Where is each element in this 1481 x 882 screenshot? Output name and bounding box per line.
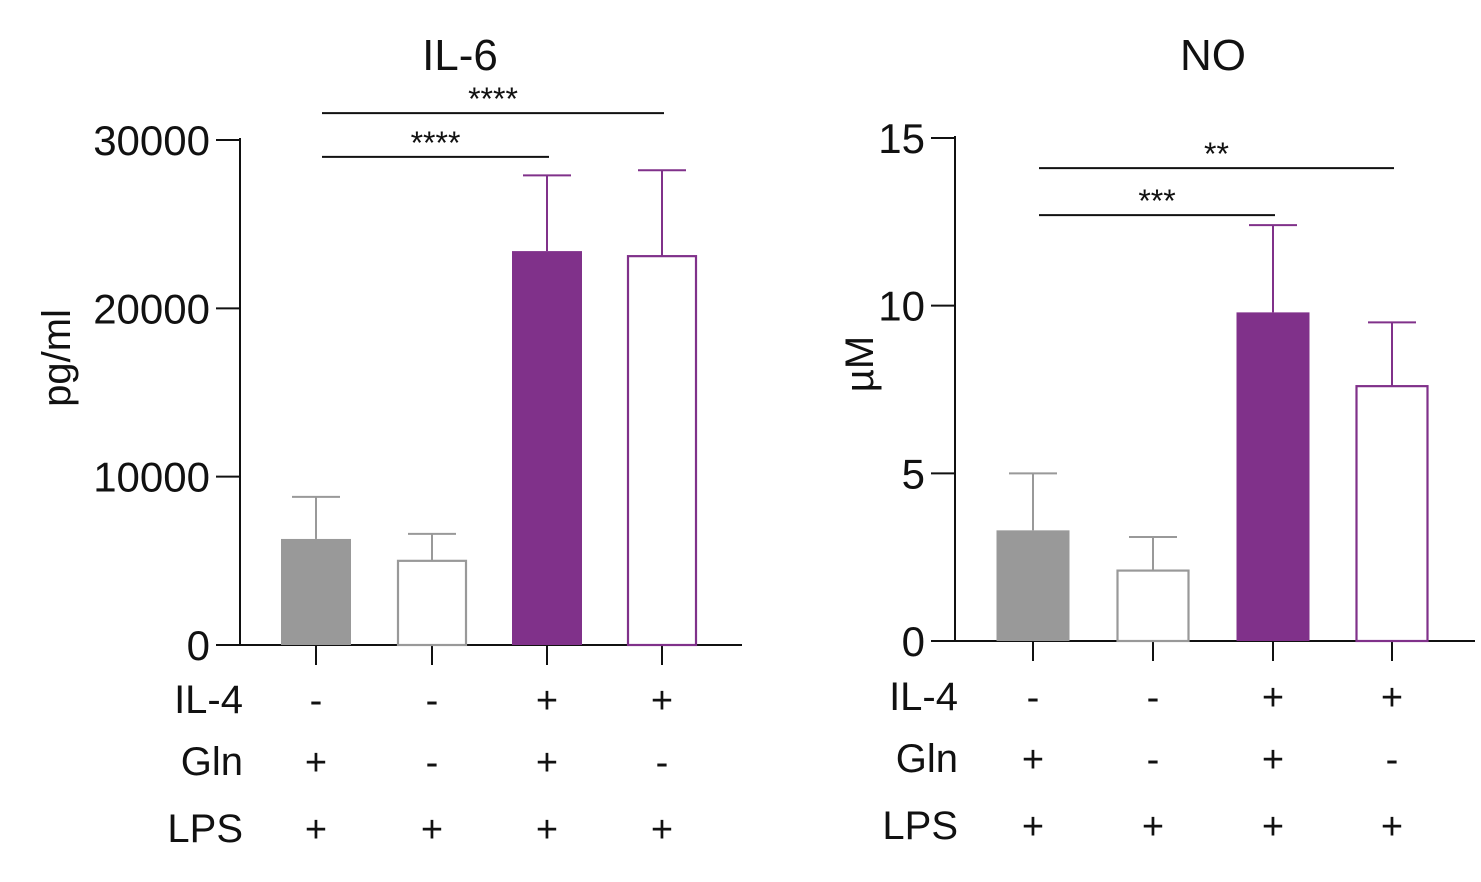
- y-axis-label: pg/ml: [35, 309, 79, 407]
- bar: [1355, 385, 1429, 643]
- condition-marker: -: [1386, 739, 1399, 781]
- condition-marker: -: [1147, 739, 1160, 781]
- bar: [1116, 569, 1190, 643]
- condition-marker: -: [426, 742, 439, 784]
- significance-label: ****: [468, 81, 518, 117]
- y-tick-label: 20000: [93, 285, 210, 332]
- condition-marker: +: [536, 680, 558, 722]
- condition-marker: +: [536, 809, 558, 851]
- condition-marker: -: [426, 680, 439, 722]
- il6-panel: IL-6 pg/ml 0 10000 20000 30000 ******** IL-4 - - +…: [35, 31, 742, 851]
- bar: [1236, 312, 1310, 641]
- condition-label: IL-4: [889, 675, 958, 719]
- condition-label: LPS: [882, 804, 958, 848]
- condition-marker: +: [1262, 677, 1284, 719]
- significance-label: ****: [411, 125, 461, 161]
- bar: [626, 255, 698, 647]
- y-tick-label: 10000: [93, 454, 210, 501]
- condition-marker: +: [1381, 806, 1403, 848]
- condition-label: Gln: [181, 740, 243, 784]
- y-tick-label: 10: [878, 283, 925, 330]
- condition-marker: +: [651, 680, 673, 722]
- condition-label: IL-4: [174, 678, 243, 722]
- condition-marker: +: [651, 809, 673, 851]
- condition-marker: +: [1381, 677, 1403, 719]
- condition-marker: +: [1022, 739, 1044, 781]
- condition-marker: -: [310, 680, 323, 722]
- condition-marker: +: [1022, 806, 1044, 848]
- y-axis-label: µM: [838, 336, 882, 392]
- y-tick-label: 5: [902, 450, 925, 497]
- y-tick-label: 30000: [93, 117, 210, 164]
- condition-label: Gln: [896, 737, 958, 781]
- condition-marker: +: [305, 809, 327, 851]
- bar: [396, 559, 468, 647]
- condition-marker: +: [1262, 806, 1284, 848]
- chart-title: NO: [1180, 31, 1246, 80]
- condition-label: LPS: [167, 807, 243, 851]
- condition-marker: -: [1027, 677, 1040, 719]
- bar: [512, 251, 582, 645]
- condition-marker: +: [1262, 739, 1284, 781]
- y-tick-label: 0: [902, 618, 925, 665]
- significance-label: **: [1204, 136, 1229, 172]
- condition-marker: -: [656, 742, 669, 784]
- bar: [281, 538, 351, 645]
- chart-title: IL-6: [422, 31, 498, 80]
- condition-marker: -: [1147, 677, 1160, 719]
- y-tick-label: 0: [187, 622, 210, 669]
- significance-label: ***: [1138, 183, 1175, 219]
- y-tick-label: 15: [878, 115, 925, 162]
- condition-marker: +: [421, 809, 443, 851]
- condition-marker: +: [1142, 806, 1164, 848]
- condition-marker: +: [305, 742, 327, 784]
- bar: [996, 530, 1070, 641]
- condition-marker: +: [536, 742, 558, 784]
